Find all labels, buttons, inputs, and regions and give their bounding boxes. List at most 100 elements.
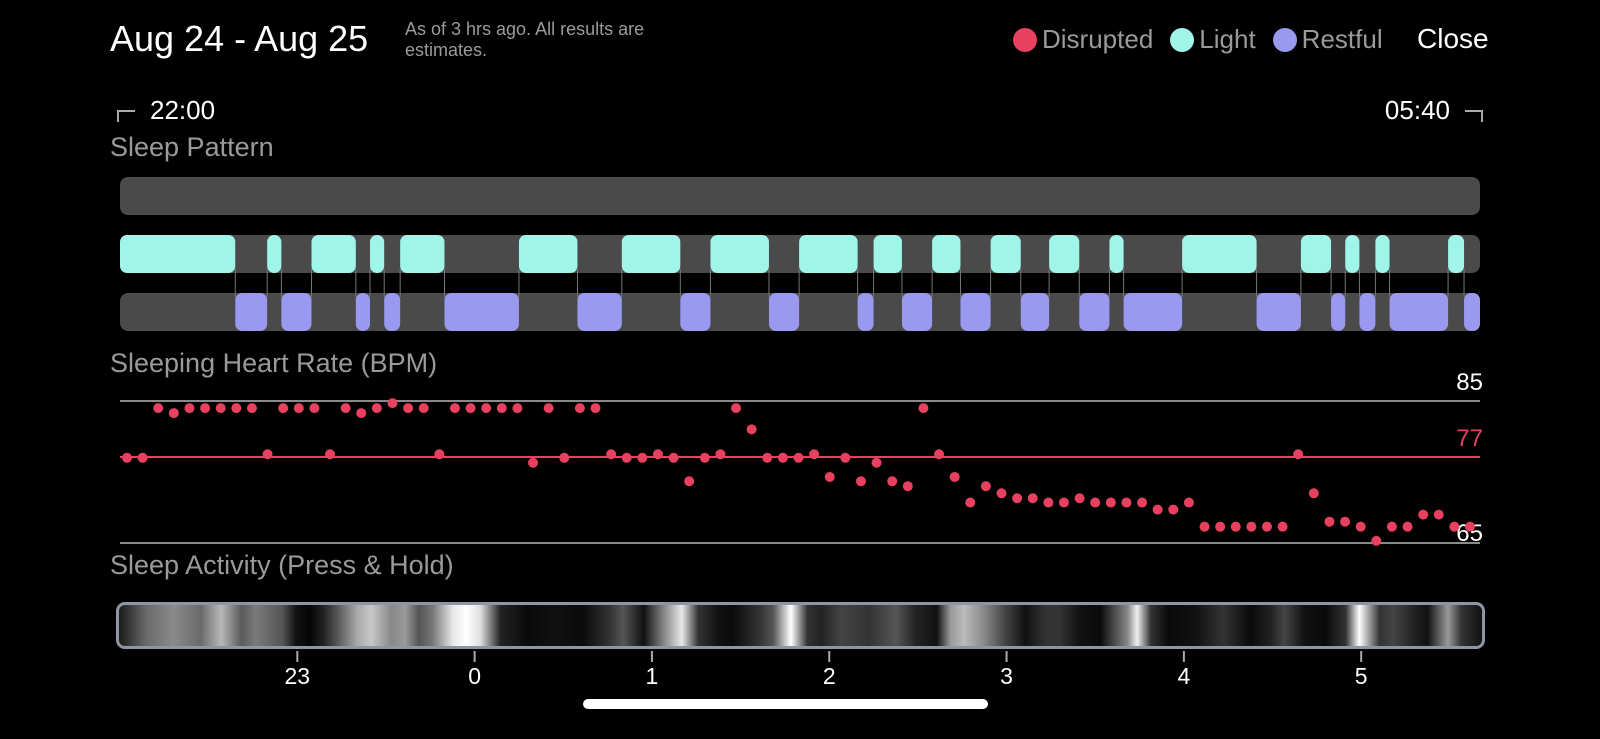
restful-segment [1359, 293, 1376, 331]
hr-point [1199, 521, 1210, 532]
sleep-activity-title: Sleep Activity (Press & Hold) [110, 550, 454, 580]
hr-point [496, 403, 507, 414]
hr-point [1074, 493, 1085, 504]
hr-point [965, 497, 976, 508]
hr-point [777, 452, 788, 463]
sleep-activity-bar[interactable] [116, 602, 1485, 649]
hr-point [824, 471, 835, 482]
hr-point [793, 452, 804, 463]
restful-segment [901, 293, 933, 331]
start-time: 22:00 [117, 95, 215, 126]
hr-point [1402, 521, 1413, 532]
hr-point [855, 476, 866, 487]
light-segment [1448, 235, 1465, 273]
sleep-pattern-chart [120, 177, 1480, 331]
light-segment [400, 235, 445, 273]
hr-point [543, 403, 554, 414]
hr-point [996, 488, 1007, 499]
light-segment [1109, 235, 1124, 273]
hr-point [1152, 504, 1163, 515]
time-tick-label: 3 [1000, 663, 1013, 689]
hr-point [200, 403, 211, 414]
hr-point [1090, 497, 1101, 508]
hr-point [934, 449, 945, 460]
hr-point [122, 452, 132, 463]
track-disrupted [120, 177, 1480, 215]
legend-light-dot [1170, 27, 1195, 52]
hr-point [278, 403, 289, 414]
hr-point [356, 408, 367, 419]
restful-segment [960, 293, 991, 331]
end-time-label: 05:40 [1384, 95, 1450, 125]
light-segment [518, 235, 578, 273]
hr-point [1433, 509, 1444, 520]
hr-point [1293, 449, 1304, 460]
hr-point [949, 471, 960, 482]
hr-point [434, 449, 445, 460]
hr-point [621, 452, 632, 463]
hr-point [153, 403, 164, 414]
light-segment [1300, 235, 1332, 273]
legend-light-label: Light [1199, 24, 1256, 54]
end-time: 05:40 [1385, 95, 1483, 126]
hr-point [1215, 521, 1226, 532]
light-segment [311, 235, 356, 273]
restful-segment [355, 293, 371, 331]
sleep-pattern-title: Sleep Pattern [110, 132, 274, 162]
hr-point [652, 449, 663, 460]
restful-segment [281, 293, 312, 331]
light-segment [1345, 235, 1360, 273]
hr-point [528, 457, 539, 468]
hr-point [1277, 521, 1288, 532]
hr-point [1449, 521, 1460, 532]
hr-point [715, 449, 726, 460]
hr-point [340, 403, 351, 414]
hr-point [1308, 488, 1319, 499]
legend-restful-label: Restful [1301, 24, 1383, 54]
restful-segment [1020, 293, 1050, 331]
legend-restful-dot [1272, 27, 1297, 52]
hr-point [168, 408, 179, 419]
hr-point [215, 403, 226, 414]
light-segment [267, 235, 282, 273]
restful-segment [1464, 293, 1480, 331]
hr-point [1183, 497, 1194, 508]
hr-point [840, 452, 851, 463]
hr-point [184, 403, 195, 414]
hr-point [590, 403, 601, 414]
hr-point [293, 403, 304, 414]
legend-disrupted-dot [1013, 27, 1037, 52]
hr-point [512, 403, 523, 414]
hr-point [574, 403, 585, 414]
hr-point [918, 403, 929, 414]
hr-point [465, 403, 476, 414]
time-axis: 23 0 1 2 3 4 5 [285, 651, 1368, 689]
hr-point [731, 403, 742, 414]
time-tick-label: 2 [823, 663, 836, 689]
hr-point [902, 481, 913, 492]
hr-point [137, 452, 148, 463]
restful-segment [1331, 293, 1346, 331]
heart-rate-title: Sleeping Heart Rate (BPM) [110, 348, 438, 378]
hr-max-label: 85 [1456, 369, 1483, 396]
hr-point [1137, 497, 1148, 508]
legend: Disrupted Light Restful [1013, 24, 1400, 55]
hr-point [1105, 497, 1116, 508]
start-bracket-icon [117, 109, 135, 122]
restful-segment [768, 293, 800, 331]
hr-point [1261, 521, 1272, 532]
hr-point [387, 398, 398, 409]
hr-point [1386, 521, 1397, 532]
light-segment [932, 235, 961, 273]
light-segment [799, 235, 858, 273]
hr-point [559, 452, 570, 463]
restful-segment [1256, 293, 1301, 331]
hr-point [418, 403, 429, 414]
hr-point [403, 403, 414, 414]
hr-point [231, 403, 242, 414]
light-segment [120, 235, 236, 273]
hr-point [1027, 493, 1038, 504]
hr-point [1246, 521, 1257, 532]
close-button[interactable]: Close [1417, 23, 1489, 54]
home-indicator[interactable] [583, 699, 988, 709]
